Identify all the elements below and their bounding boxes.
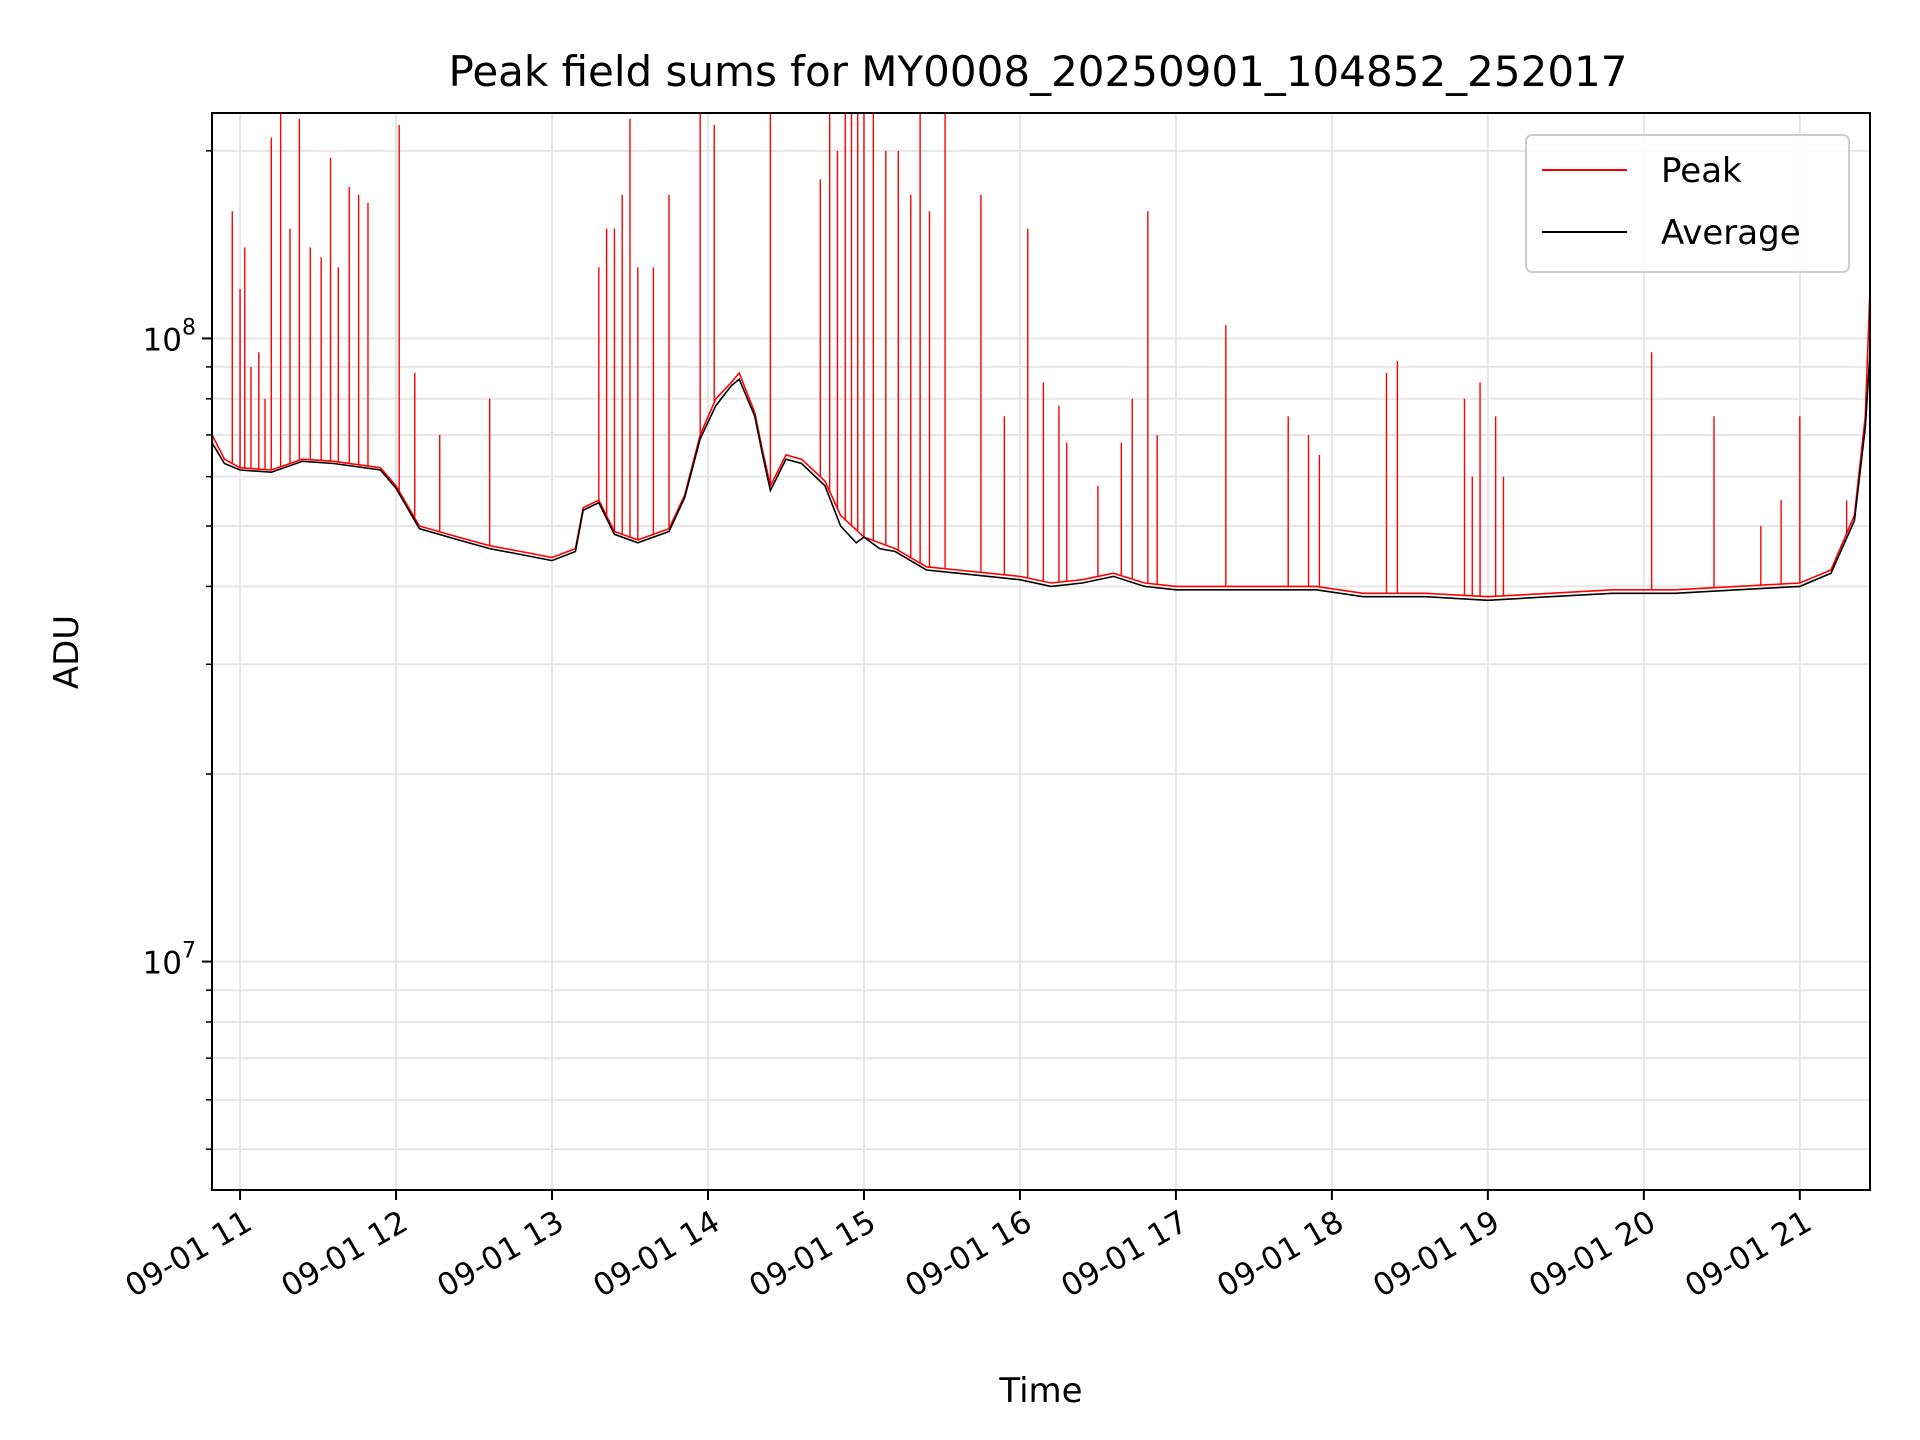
- legend-average-label: Average: [1661, 213, 1801, 253]
- average-series-line: [211, 352, 1871, 602]
- x-axis-label: Time: [998, 1371, 1082, 1411]
- grid: [212, 113, 1870, 1190]
- plot-frame: [211, 112, 1871, 1191]
- chart-title: Peak field sums for MY0008_20250901_1048…: [448, 47, 1627, 96]
- legend: Peak Average: [1525, 134, 1850, 273]
- peak-series-line: [211, 289, 1871, 598]
- y-axis: 107 108: [143, 150, 212, 1150]
- y-tick-label: 107: [143, 939, 196, 982]
- series-layer: [211, 113, 1871, 602]
- legend-peak-label: Peak: [1661, 151, 1742, 191]
- y-axis-label: ADU: [47, 615, 87, 689]
- y-tick-label: 108: [143, 315, 196, 358]
